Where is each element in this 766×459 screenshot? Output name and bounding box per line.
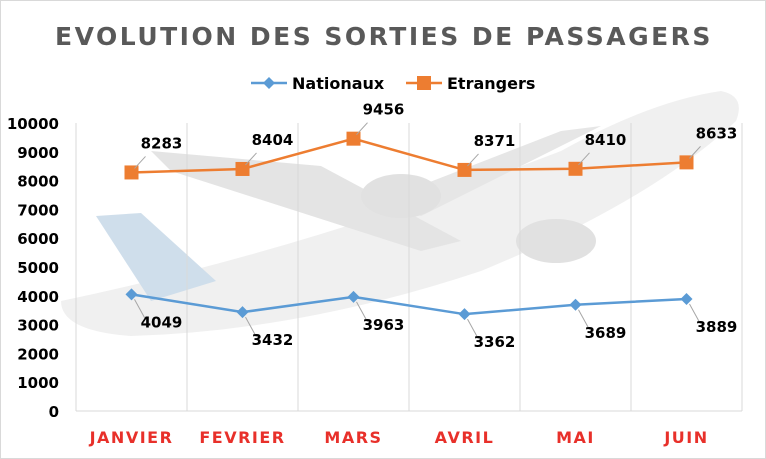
square-marker-icon bbox=[417, 76, 431, 90]
data-label: 8410 bbox=[585, 131, 627, 149]
y-tick-label: 3000 bbox=[17, 317, 59, 335]
leader-line bbox=[578, 152, 590, 166]
data-point bbox=[680, 292, 693, 305]
y-tick-label: 7000 bbox=[17, 201, 59, 219]
leader-line bbox=[689, 303, 701, 325]
data-label: 3889 bbox=[696, 318, 738, 336]
leader-line bbox=[689, 146, 701, 159]
data-label: 8404 bbox=[252, 131, 294, 149]
y-tick-label: 5000 bbox=[17, 259, 59, 277]
x-tick-label: FEVRIER bbox=[199, 428, 285, 447]
data-label: 4049 bbox=[141, 313, 183, 331]
leader-line bbox=[134, 299, 146, 320]
y-tick-label: 2000 bbox=[17, 345, 59, 363]
leader-line bbox=[356, 122, 368, 136]
data-label: 8283 bbox=[141, 134, 183, 152]
chart-title: EVOLUTION DES SORTIES DE PASSAGERS bbox=[55, 22, 713, 51]
data-point bbox=[679, 155, 694, 170]
data-point bbox=[569, 298, 582, 311]
data-label: 9456 bbox=[363, 101, 405, 119]
y-tick-label: 8000 bbox=[17, 173, 59, 191]
y-tick-label: 6000 bbox=[17, 230, 59, 248]
data-label: 3362 bbox=[474, 333, 516, 351]
y-tick-label: 9000 bbox=[17, 144, 59, 162]
leader-line bbox=[356, 301, 368, 323]
x-tick-label: MARS bbox=[324, 428, 382, 447]
data-point bbox=[125, 288, 138, 301]
data-point bbox=[568, 161, 583, 176]
x-tick-label: MAI bbox=[556, 428, 595, 447]
legend-label: Nationaux bbox=[292, 74, 385, 93]
legend: Nationaux Etrangers bbox=[251, 74, 535, 93]
leader-line bbox=[467, 153, 479, 167]
airplane-background bbox=[61, 91, 739, 336]
leader-line bbox=[245, 316, 257, 338]
data-label: 8371 bbox=[474, 132, 516, 150]
data-label: 3689 bbox=[585, 324, 627, 342]
data-point bbox=[347, 290, 360, 303]
data-point bbox=[346, 131, 361, 146]
series-line-nationaux bbox=[131, 293, 687, 316]
legend-label: Etrangers bbox=[447, 74, 535, 93]
data-point bbox=[235, 161, 250, 176]
data-point bbox=[124, 165, 139, 180]
y-tick-label: 4000 bbox=[17, 288, 59, 306]
leader-line bbox=[578, 309, 590, 330]
x-tick-label: JUIN bbox=[663, 428, 708, 447]
data-point bbox=[458, 308, 471, 321]
data-label: 3963 bbox=[363, 316, 405, 334]
x-tick-label: AVRIL bbox=[435, 428, 495, 447]
leader-line bbox=[245, 152, 257, 166]
leader-line bbox=[467, 318, 479, 340]
y-tick-label: 1000 bbox=[17, 374, 59, 392]
series-line-etrangers bbox=[131, 137, 687, 174]
y-tick-label: 0 bbox=[49, 403, 59, 421]
leader-line bbox=[134, 156, 146, 169]
data-point bbox=[236, 306, 249, 319]
data-point bbox=[457, 162, 472, 177]
data-label: 3432 bbox=[252, 331, 294, 349]
x-tick-label: JANVIER bbox=[89, 428, 174, 447]
y-tick-label: 10000 bbox=[7, 115, 59, 133]
diamond-marker-icon bbox=[263, 77, 275, 89]
data-label: 8633 bbox=[696, 124, 738, 142]
